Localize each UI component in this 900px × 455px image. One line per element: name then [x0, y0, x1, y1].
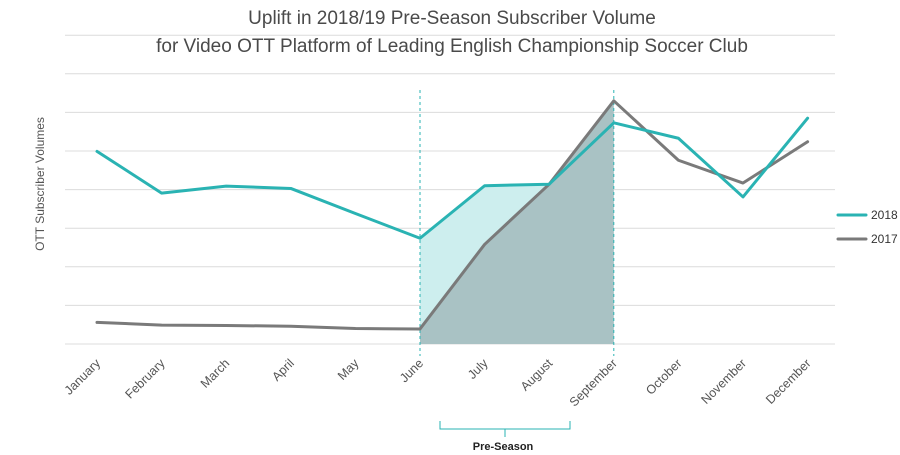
tick-june: June: [397, 356, 426, 385]
tick-september: September: [567, 356, 620, 409]
tick-october: October: [643, 356, 684, 397]
highlight-fills: [420, 100, 614, 345]
legend-label-2018: 2018: [871, 208, 898, 222]
y-axis-label: OTT Subscriber Volumes: [33, 117, 47, 251]
tick-march: March: [198, 356, 232, 390]
x-tick-labels: January February March April May June July Augu…: [62, 356, 814, 410]
pre-season-annotation: Pre-Season: [439, 421, 571, 453]
chart-title-line-1: Uplift in 2018/19 Pre-Season Subscriber …: [248, 8, 656, 29]
legend: 2018 2017: [836, 208, 898, 246]
highlight-area-2017: [420, 100, 614, 344]
tick-april: April: [269, 356, 297, 384]
pre-season-bracket: [439, 421, 571, 437]
tick-july: July: [465, 356, 491, 382]
pre-season-label: Pre-Season: [473, 441, 534, 450]
tick-february: February: [122, 356, 168, 402]
chart-title-line-2: for Video OTT Platform of Leading Englis…: [156, 36, 748, 57]
tick-december: December: [763, 356, 814, 407]
tick-august: August: [518, 356, 556, 394]
highlight-guides: [419, 90, 615, 356]
tick-may: May: [335, 356, 362, 383]
tick-january: January: [62, 356, 104, 398]
legend-label-2017: 2017: [871, 232, 898, 246]
series-line-2017: [95, 99, 810, 331]
tick-november: November: [698, 356, 749, 407]
series-line-2018: [95, 116, 810, 240]
series-lines: [95, 99, 810, 331]
